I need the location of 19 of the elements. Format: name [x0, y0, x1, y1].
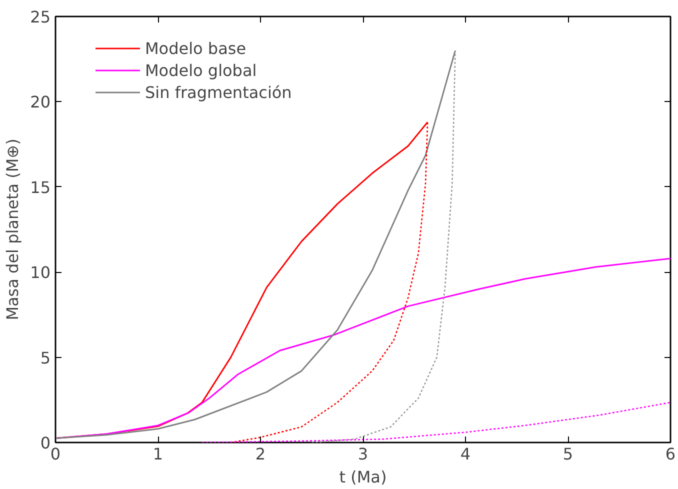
y-tick-label: 5	[40, 348, 51, 368]
x-tick-label: 1	[152, 444, 164, 464]
x-tick-label: 3	[358, 444, 368, 464]
legend-label: Modelo global	[145, 60, 257, 80]
legend-label: Modelo base	[145, 38, 246, 58]
line-series	[311, 50, 456, 442]
legend-label: Sin fragmentación	[145, 82, 292, 102]
x-tick-label: 6	[665, 444, 676, 464]
y-tick-label: 15	[30, 178, 50, 197]
line-series	[201, 402, 670, 442]
x-tick-label: 4	[460, 444, 471, 464]
y-tick-label: 10	[30, 263, 50, 282]
x-tick-label: 2	[255, 444, 266, 464]
line-series	[56, 258, 670, 439]
y-tick-label: 20	[30, 92, 50, 112]
x-axis-title: t (Ma)	[339, 468, 387, 486]
y-axis-title: Masa del planeta (M⊕)	[3, 138, 22, 320]
y-tick-label: 25	[30, 8, 50, 26]
x-tick-label: 5	[562, 444, 574, 464]
